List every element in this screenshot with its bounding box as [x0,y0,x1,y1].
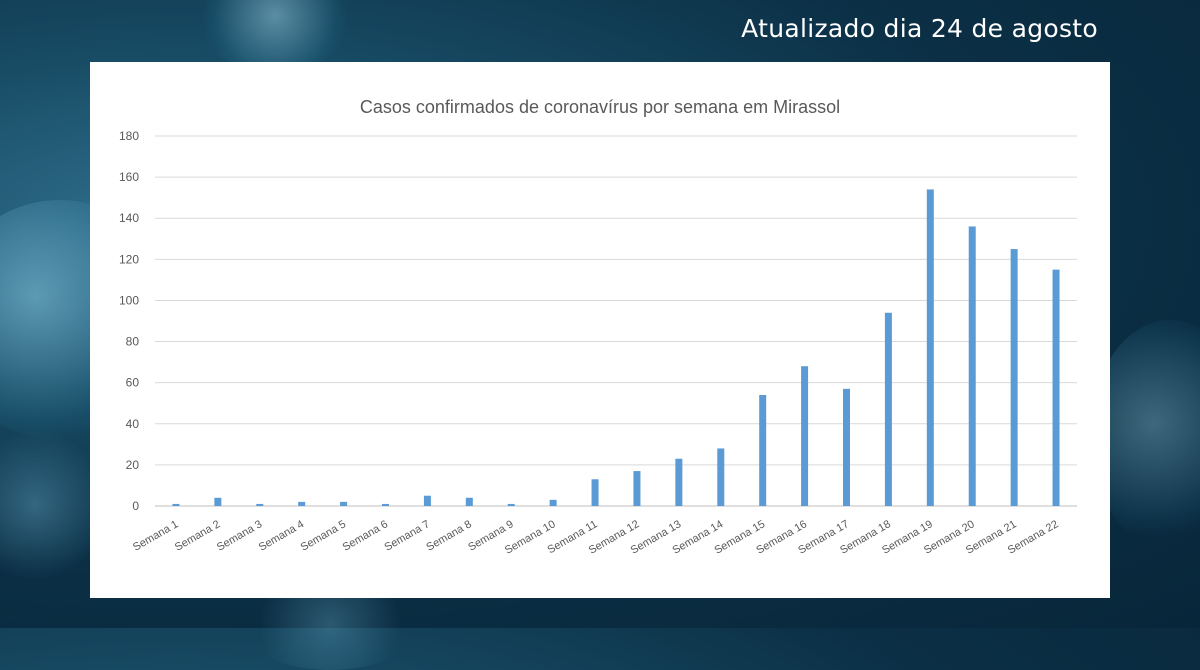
y-axis-ticks: 0 20 40 60 80 100 120 140 160 180 [119,129,139,513]
y-tick-label: 100 [119,293,139,307]
bar [591,479,599,506]
bar [884,312,892,506]
y-tick-label: 120 [119,252,139,266]
chart-title: Casos confirmados de coronavírus por sem… [360,97,840,117]
bar [926,189,934,506]
bar [843,388,850,506]
chart-panel: Casos confirmados de coronavírus por sem… [90,62,1110,598]
x-tick-label: Semana 6 [341,518,390,553]
bar [340,501,348,506]
bar [298,501,306,506]
bar [172,503,180,506]
y-tick-label: 160 [119,170,139,184]
x-tick-label: Semana 7 [382,518,431,553]
update-date-label: Atualizado dia 24 de agosto [741,14,1098,43]
bars [172,189,1060,507]
y-tick-label: 140 [119,211,139,225]
x-tick-label: Semana 4 [257,518,306,553]
bar [256,503,264,506]
x-tick-label: Semana 3 [215,518,264,553]
bar [1052,269,1060,506]
y-tick-label: 180 [119,129,139,143]
x-tick-label: Semana 2 [173,518,222,553]
y-tick-label: 0 [132,499,139,513]
bar-chart: Casos confirmados de coronavírus por sem… [119,97,1077,557]
bar [214,497,222,506]
bar [465,497,473,506]
x-tick-label: Semana 1 [131,518,180,553]
bar [717,448,725,506]
bar [759,395,767,506]
bar [507,503,515,506]
bar [1010,249,1018,507]
bar [633,471,641,506]
y-tick-label: 20 [126,458,140,472]
x-tick-label: Semana 8 [424,518,473,553]
gridlines [155,135,1077,507]
bar [549,499,557,506]
y-tick-label: 80 [126,335,140,349]
y-tick-label: 40 [126,417,140,431]
x-tick-label: Semana 5 [299,518,348,553]
bar [382,503,389,506]
bar [423,495,431,506]
bar [801,366,809,506]
bar [968,226,976,506]
bar [675,458,683,506]
y-tick-label: 60 [126,376,140,390]
virus-decoration [190,0,360,70]
